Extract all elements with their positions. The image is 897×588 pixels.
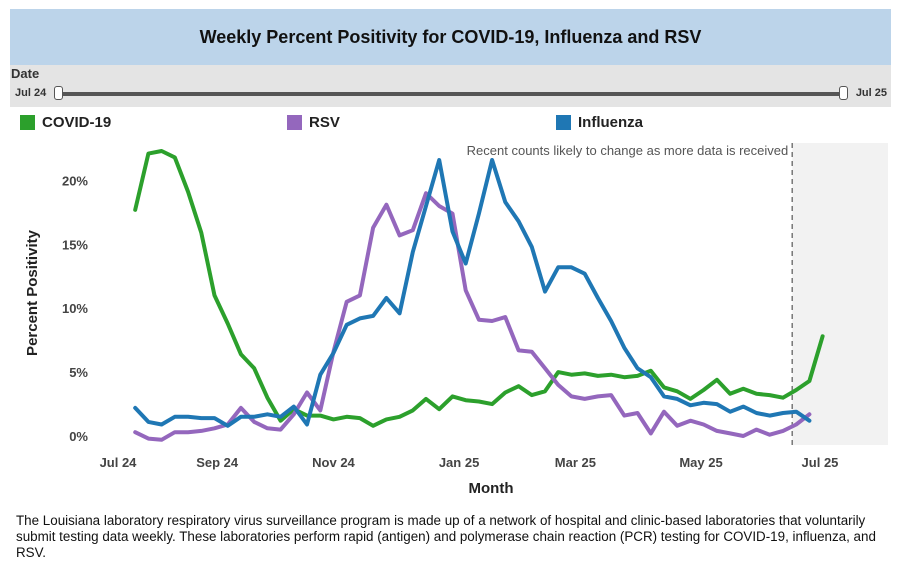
series-line-influenza[interactable] <box>133 158 812 428</box>
legend-swatch-influenza <box>556 115 571 130</box>
x-tick-label: May 25 <box>679 455 722 470</box>
chart-title-bar: Weekly Percent Positivity for COVID-19, … <box>10 9 891 65</box>
y-tick-label: 5% <box>69 365 88 380</box>
legend-item-covid[interactable]: COVID-19 <box>20 114 111 131</box>
series-lines <box>133 149 825 442</box>
y-tick-label: 10% <box>62 301 88 316</box>
date-slider-end-handle[interactable] <box>839 86 848 100</box>
x-axis-label: Month <box>469 480 514 497</box>
x-tick-label: Jul 24 <box>100 455 138 470</box>
y-tick-label: 15% <box>62 237 88 252</box>
legend-item-influenza[interactable]: Influenza <box>556 114 643 131</box>
y-axis-ticks: 0% 5% 10% 15% 20% <box>62 173 88 444</box>
provisional-data-shading <box>792 143 888 445</box>
provisional-data-annotation: Recent counts likely to change as more d… <box>467 143 789 158</box>
date-slider-start-handle[interactable] <box>54 86 63 100</box>
x-tick-label: Nov 24 <box>312 455 355 470</box>
x-tick-label: Jan 25 <box>439 455 479 470</box>
legend-item-rsv[interactable]: RSV <box>287 114 340 131</box>
date-slider-track[interactable] <box>62 92 846 96</box>
y-axis-label: Percent Positivity <box>24 229 41 356</box>
legend-label-influenza: Influenza <box>578 114 644 131</box>
date-end-label: Jul 25 <box>855 87 887 99</box>
legend-label-covid: COVID-19 <box>42 114 112 131</box>
y-tick-label: 0% <box>69 429 88 444</box>
series-line-covid-19[interactable] <box>133 149 825 428</box>
x-tick-label: Sep 24 <box>196 455 239 470</box>
x-axis-ticks: Jul 24 Sep 24 Nov 24 Jan 25 Mar 25 May 25 Jul … <box>100 455 839 470</box>
legend-swatch-rsv <box>287 115 302 130</box>
x-tick-label: Jul 25 <box>802 455 839 470</box>
y-tick-label: 20% <box>62 173 88 188</box>
line-chart: Recent counts likely to change as more d… <box>24 143 888 497</box>
footnote: The Louisiana laboratory respiratory vir… <box>16 513 876 560</box>
date-filter-label: Date <box>11 66 40 81</box>
date-start-label: Jul 24 <box>15 87 47 99</box>
legend-label-rsv: RSV <box>309 114 340 131</box>
chart-title: Weekly Percent Positivity for COVID-19, … <box>199 26 702 47</box>
date-filter-panel: Date Jul 24 Jul 25 <box>10 65 891 107</box>
legend-swatch-covid <box>20 115 35 130</box>
x-tick-label: Mar 25 <box>555 455 596 470</box>
